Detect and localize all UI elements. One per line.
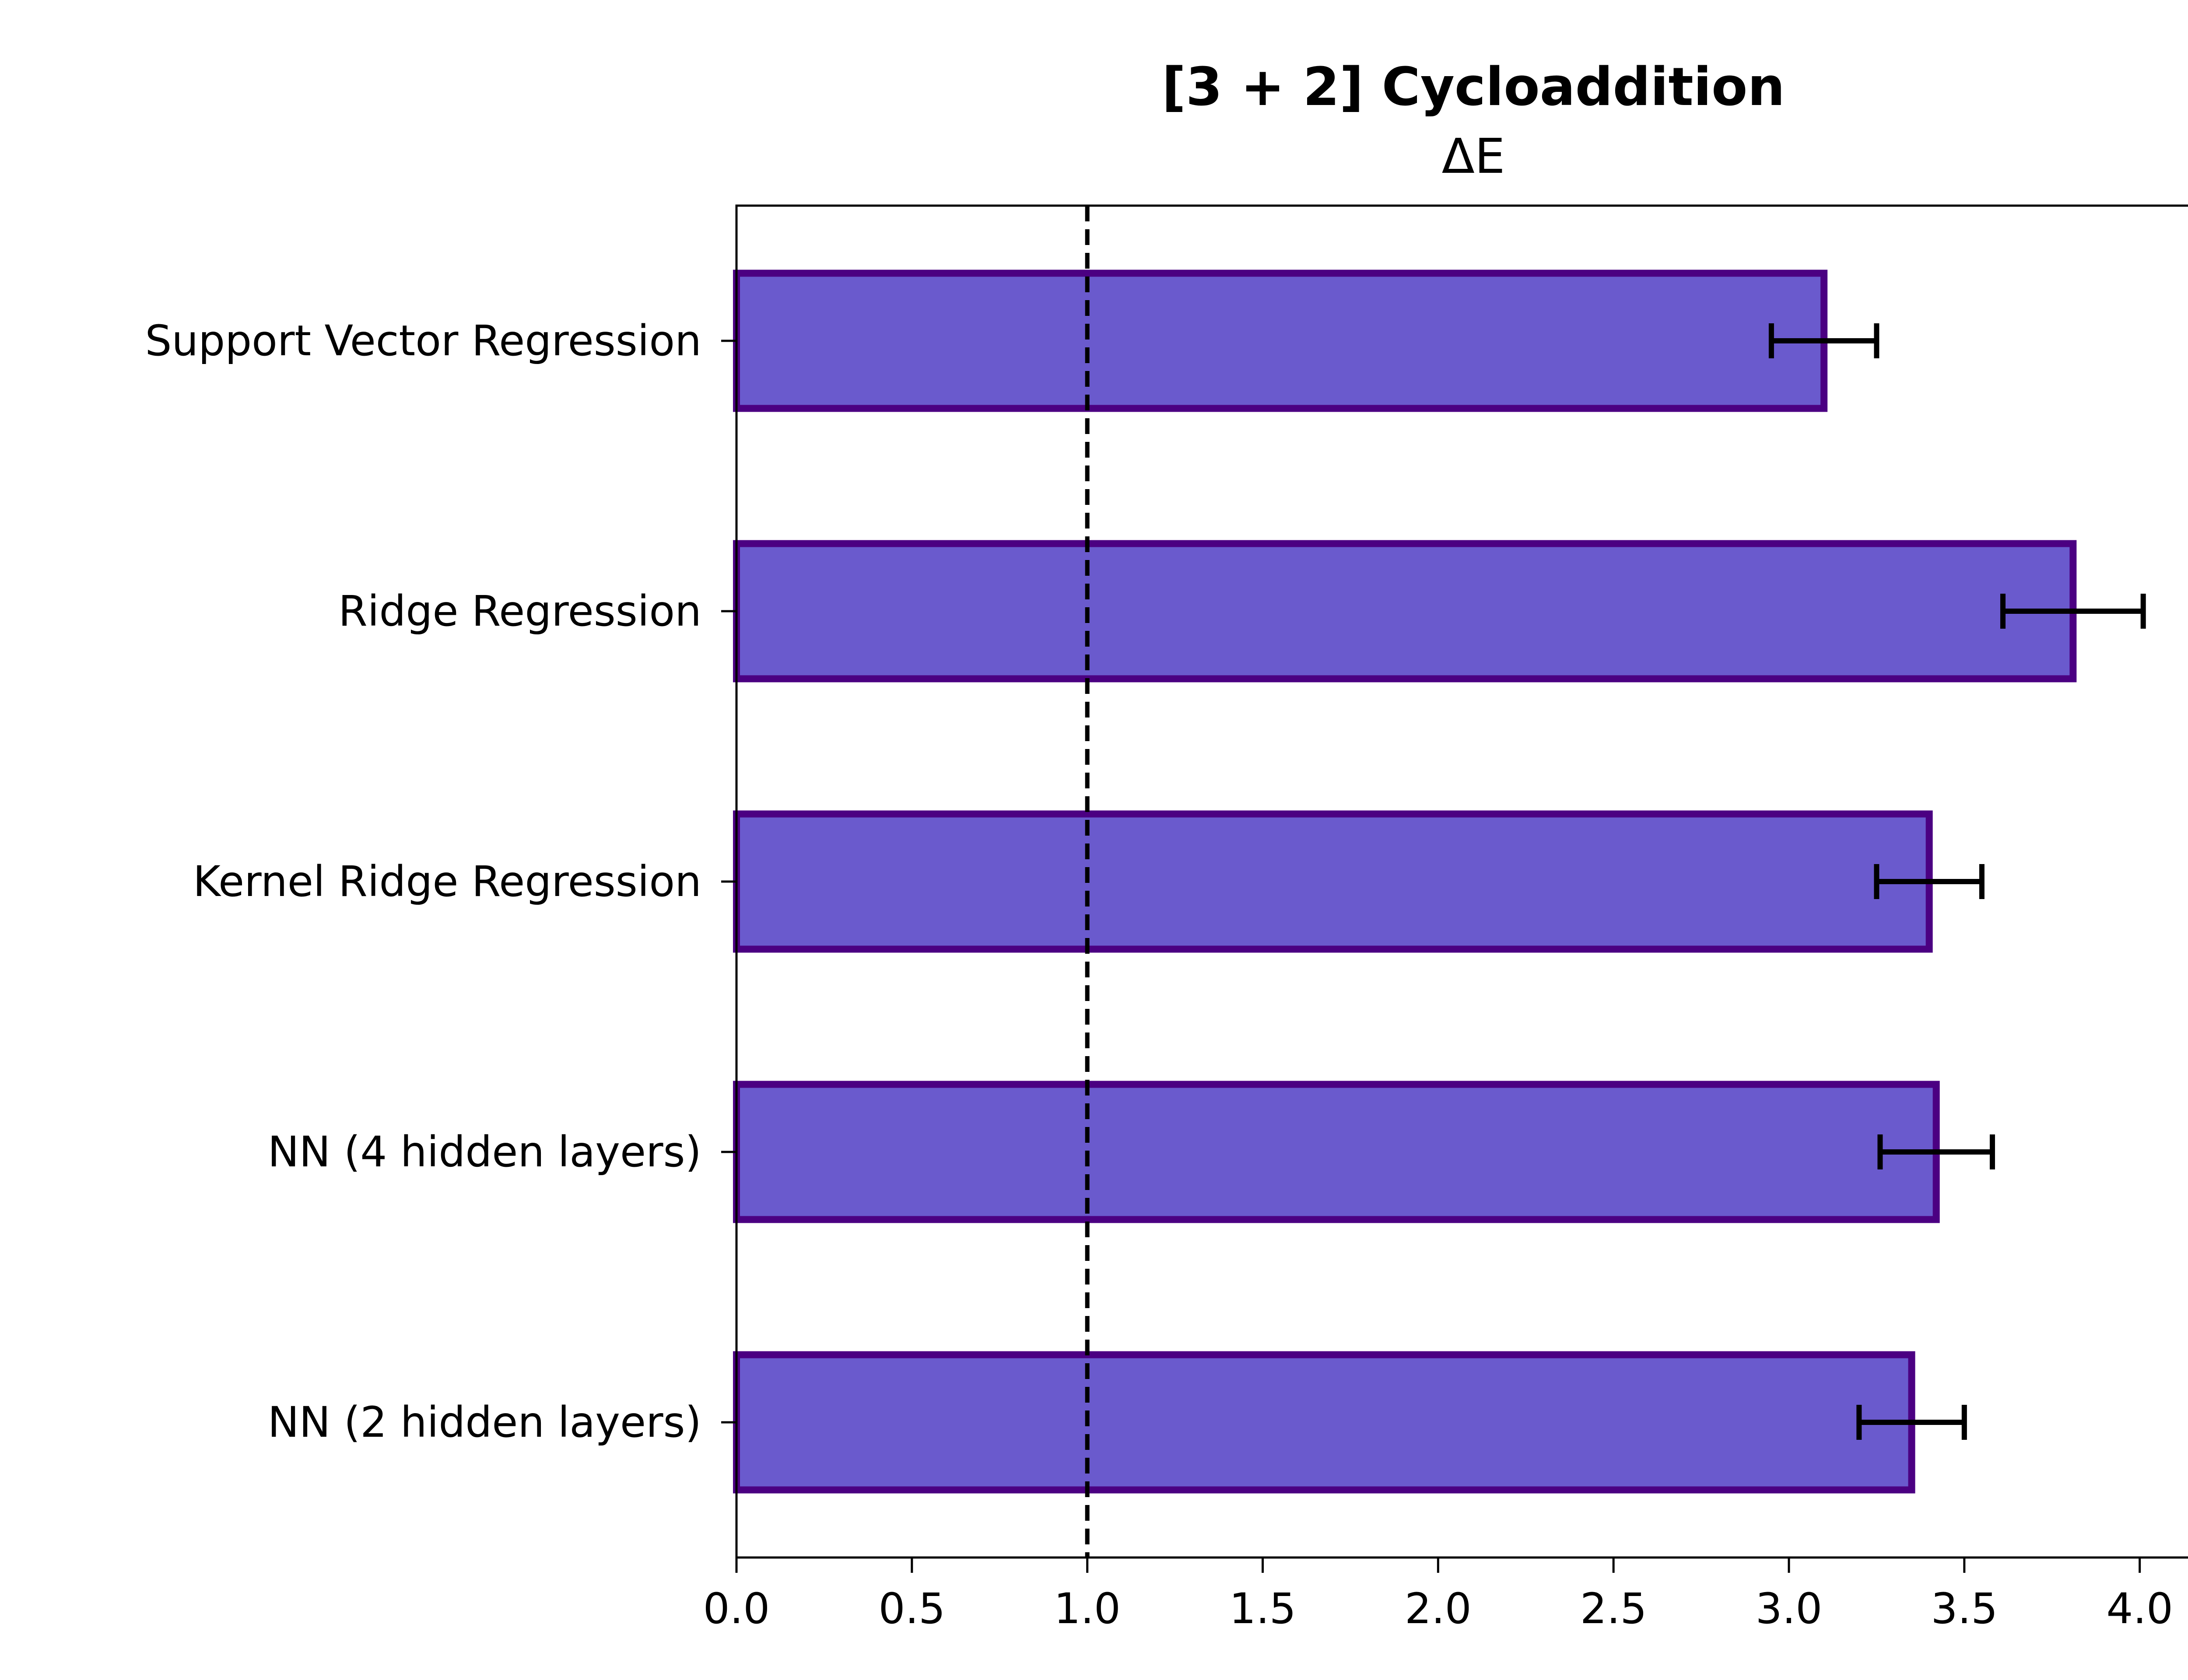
- x-tick-label: 0.0: [703, 1584, 770, 1633]
- x-tick-label: 1.5: [1229, 1584, 1296, 1633]
- error-bar: [1877, 1134, 1995, 1169]
- bar: [733, 810, 1933, 953]
- chart-title: [3 + 2] Cycloaddition: [1162, 57, 1785, 118]
- y-tick-label: NN (2 hidden layers): [268, 1398, 701, 1447]
- error-bar: [1856, 1405, 1967, 1440]
- chart-subtitle: ΔE: [1442, 128, 1505, 184]
- error-bar: [2000, 594, 2146, 629]
- x-axis: 0.0 0.5 1.0 1.5 2.0 2.5 3.0 3.5 4.0: [703, 1558, 2173, 1633]
- x-tick-label: 2.0: [1405, 1584, 1472, 1633]
- bar: [733, 1351, 1915, 1494]
- y-axis: Support Vector Regression Ridge Regressio…: [145, 316, 736, 1447]
- x-tick-label: 0.5: [878, 1584, 945, 1633]
- bar: [733, 1081, 1940, 1223]
- y-tick-label: Support Vector Regression: [145, 316, 701, 365]
- x-tick-label: 4.0: [2106, 1584, 2173, 1633]
- error-bar: [1874, 864, 1985, 899]
- bar: [733, 540, 2077, 682]
- y-tick-label: NN (4 hidden layers): [268, 1127, 701, 1176]
- error-bars-layer: [1768, 323, 2146, 1440]
- y-tick-label: Kernel Ridge Regression: [193, 857, 701, 906]
- x-tick-label: 3.5: [1931, 1584, 1998, 1633]
- x-tick-label: 2.5: [1580, 1584, 1647, 1633]
- bars-layer: [733, 270, 2077, 1494]
- x-tick-label: 1.0: [1054, 1584, 1121, 1633]
- error-bar: [1768, 323, 1879, 358]
- y-tick-label: Ridge Regression: [338, 587, 701, 636]
- x-tick-label: 3.0: [1756, 1584, 1823, 1633]
- bar: [733, 270, 1828, 412]
